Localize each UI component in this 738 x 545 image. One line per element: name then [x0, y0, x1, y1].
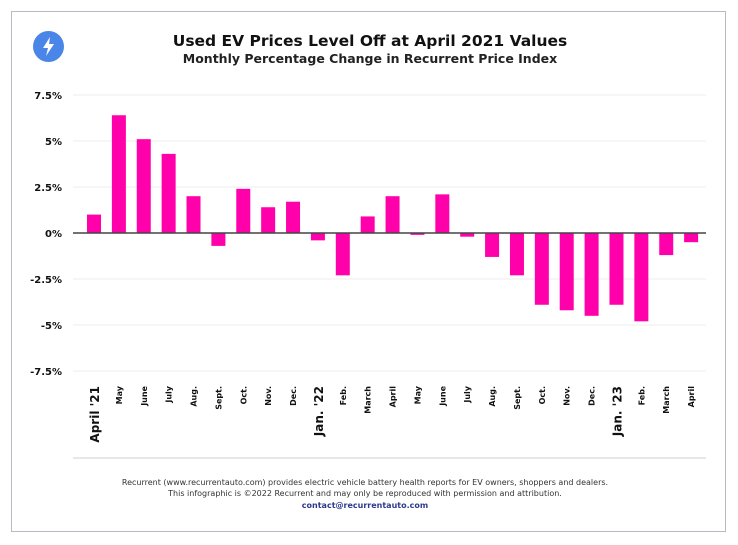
bar	[385, 196, 400, 233]
y-tick-label: 0%	[45, 229, 62, 240]
x-tick-label: Sept.	[214, 386, 223, 410]
bar	[609, 233, 624, 305]
x-tick-label: July	[463, 385, 472, 403]
x-tick-label: Jan. '23	[610, 386, 624, 437]
bar	[87, 214, 101, 233]
lightning-bolt-icon	[33, 31, 64, 62]
y-tick-label: 2.5%	[34, 183, 62, 194]
x-tick-label: Dec.	[289, 386, 298, 406]
bar	[584, 233, 599, 316]
bar	[236, 188, 251, 233]
bar	[161, 153, 176, 233]
x-tick-label: Aug.	[488, 386, 497, 407]
contact-link[interactable]: contact@recurrentauto.com	[301, 501, 429, 510]
y-tick-label: -2.5%	[30, 275, 62, 286]
x-tick-label: July	[165, 385, 174, 403]
x-tick-label: Oct.	[239, 386, 248, 404]
x-tick-label: April	[687, 386, 696, 408]
y-tick-label: 5%	[45, 137, 62, 148]
x-tick-label: April	[389, 386, 398, 408]
bar	[485, 233, 500, 257]
bar	[534, 233, 549, 305]
bar	[559, 233, 574, 311]
x-tick-label: March	[662, 386, 671, 414]
y-tick-label: -5%	[41, 321, 62, 332]
x-tick-label: Dec.	[588, 386, 597, 406]
x-tick-label: Oct.	[538, 386, 547, 404]
x-tick-label: May	[413, 385, 422, 404]
bar	[335, 233, 350, 276]
x-tick-label: March	[364, 386, 373, 414]
bar	[360, 216, 375, 233]
bar	[460, 233, 475, 237]
bar	[286, 201, 301, 233]
infographic-frame	[11, 11, 726, 532]
chart-subtitle: Monthly Percentage Change in Recurrent P…	[182, 51, 558, 66]
bar	[659, 233, 674, 256]
footer-line-1: Recurrent (www.recurrentauto.com) provid…	[121, 478, 609, 487]
bar	[136, 139, 151, 233]
bar	[634, 233, 649, 322]
bar	[509, 233, 524, 276]
bar	[310, 233, 325, 241]
x-tick-label: Nov.	[563, 386, 572, 406]
footer-line-2: This infographic is ©2022 Recurrent and …	[168, 489, 562, 498]
x-tick-label: Feb.	[637, 386, 646, 405]
footer-note: Recurrent (www.recurrentauto.com) provid…	[60, 477, 670, 499]
x-tick-label: Sept.	[513, 386, 522, 410]
y-tick-label: 7.5%	[34, 91, 62, 102]
bar	[435, 194, 450, 233]
bar	[261, 207, 276, 233]
x-tick-label: Feb.	[339, 386, 348, 405]
x-tick-label: Jan. '22	[312, 386, 326, 437]
y-tick-label: -7.5%	[30, 367, 62, 378]
bar	[186, 196, 201, 233]
bar	[410, 233, 425, 235]
x-tick-label: April '21	[88, 386, 102, 443]
x-tick-label: June	[438, 385, 447, 406]
bar	[211, 233, 226, 246]
x-tick-label: Nov.	[264, 386, 273, 406]
x-tick-label: May	[115, 385, 124, 404]
chart-title: Used EV Prices Level Off at April 2021 V…	[172, 32, 568, 50]
x-tick-label: Aug.	[190, 386, 199, 407]
bar	[684, 233, 699, 243]
bar	[111, 115, 126, 233]
x-tick-label: June	[140, 385, 149, 406]
